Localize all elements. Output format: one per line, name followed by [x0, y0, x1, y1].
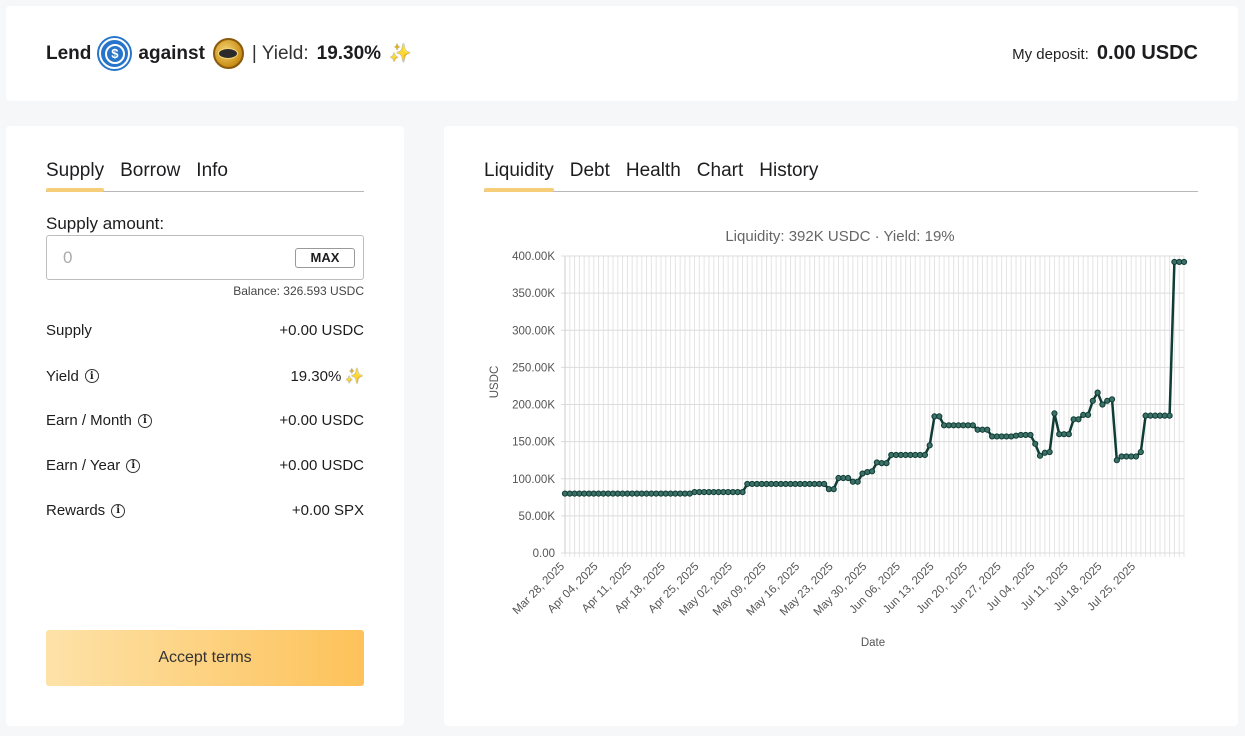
- data-point: [1132, 453, 1140, 460]
- chart-title: Liquidity: 392K USDC · Yield: 19%: [725, 228, 954, 245]
- supply-amount-label: Supply amount:: [46, 214, 165, 233]
- data-point: [1027, 431, 1034, 439]
- supply-row-label: Supply: [46, 322, 92, 339]
- tab-debt[interactable]: Debt: [569, 160, 610, 181]
- data-point: [821, 480, 828, 488]
- max-button[interactable]: MAX: [295, 248, 355, 268]
- rewards-label: Rewards: [46, 502, 106, 519]
- y-tick-label: 200.00K: [512, 400, 555, 412]
- y-axis: 0.00 50.00K 100.00K 150.00K 200.00K 250.00K 30…: [512, 251, 555, 560]
- y-tick-label: 150.00K: [512, 437, 555, 449]
- data-point: [1180, 258, 1188, 266]
- data-point: [1084, 411, 1092, 418]
- data-point: [854, 478, 861, 485]
- rewards-row: Rewards i +0.00 SPX: [46, 502, 364, 519]
- chart-series: [561, 258, 1188, 497]
- yield-row-value: 19.30%: [290, 367, 342, 385]
- info-icon[interactable]: i: [111, 503, 126, 518]
- data-point: [1089, 397, 1096, 404]
- series-line: [565, 260, 1184, 495]
- tab-liquidity[interactable]: Liquidity: [484, 160, 554, 192]
- y-tick-label: 0.00: [533, 548, 555, 560]
- y-tick-label: 250.00K: [512, 362, 555, 374]
- earn-month-value: +0.00 USDC: [279, 412, 364, 429]
- data-point: [969, 422, 976, 429]
- header-bar: Lend $ against | Yield: 19.30% ✨ My depo…: [6, 6, 1238, 101]
- data-point: [1065, 431, 1072, 438]
- data-point: [1113, 457, 1120, 464]
- tab-health[interactable]: Health: [625, 160, 681, 181]
- supply-row-value: +0.00 USDC: [279, 322, 364, 339]
- data-point: [984, 426, 991, 433]
- lend-label: Lend: [46, 42, 92, 64]
- earn-year-row: Earn / Year i +0.00 USDC: [46, 457, 364, 474]
- data-point: [830, 486, 837, 493]
- tab-supply[interactable]: Supply: [46, 160, 105, 192]
- tab-info[interactable]: Info: [196, 160, 228, 181]
- data-point: [926, 442, 933, 449]
- data-point: [921, 451, 928, 459]
- rewards-value: +0.00 SPX: [291, 502, 364, 519]
- y-tick-label: 350.00K: [512, 288, 555, 300]
- data-point: [739, 489, 746, 496]
- spx-coin-icon: [212, 38, 244, 69]
- earn-month-label: Earn / Month: [46, 412, 132, 429]
- supply-row: Supply +0.00 USDC: [46, 322, 364, 339]
- data-point: [1075, 416, 1082, 423]
- balance-text: Balance: 326.593 USDC: [233, 284, 364, 298]
- liquidity-chart: Liquidity: 392K USDC · Yield: 19% 0.00 50…: [489, 228, 1188, 649]
- market-title: Lend $ against | Yield: 19.30% ✨: [46, 38, 412, 69]
- sparkle-icon: ✨: [389, 43, 412, 63]
- my-deposit: My deposit: 0.00 USDC: [1012, 42, 1198, 65]
- y-tick-label: 300.00K: [512, 325, 555, 337]
- data-point: [845, 474, 852, 482]
- info-icon[interactable]: i: [137, 413, 152, 428]
- y-tick-label: 50.00K: [519, 511, 556, 523]
- chart-grid: [561, 255, 1185, 557]
- data-point: [1032, 440, 1039, 447]
- data-point: [1099, 401, 1106, 408]
- data-point: [1108, 396, 1116, 403]
- data-point: [1036, 452, 1044, 459]
- earn-month-row: Earn / Month i +0.00 USDC: [46, 412, 364, 429]
- data-point: [1137, 448, 1144, 456]
- yield-row: Yield i 19.30% ✨: [46, 367, 364, 386]
- yield-row-label: Yield: [46, 367, 79, 385]
- supply-amount-field: MAX: [46, 235, 364, 280]
- earn-year-value: +0.00 USDC: [279, 457, 364, 474]
- data-point: [1094, 389, 1101, 396]
- supply-amount-input[interactable]: [63, 248, 263, 268]
- y-axis-label: USDC: [489, 366, 501, 399]
- x-axis-label: Date: [861, 637, 885, 649]
- data-point: [883, 460, 890, 467]
- info-icon[interactable]: i: [84, 369, 99, 383]
- yield-label: | Yield:: [251, 42, 309, 64]
- earn-year-label: Earn / Year: [46, 457, 121, 474]
- stats-panel: Liquidity Debt Health Chart History Liqu…: [444, 126, 1238, 726]
- info-icon[interactable]: i: [126, 458, 141, 473]
- accept-terms-button[interactable]: Accept terms: [46, 630, 364, 686]
- deposit-value: 0.00 USDC: [1096, 42, 1198, 64]
- y-tick-label: 400.00K: [512, 251, 555, 263]
- stats-tabs: Liquidity Debt Health Chart History: [484, 160, 1198, 192]
- yield-value: 19.30%: [316, 42, 382, 64]
- supply-panel: Supply Borrow Info Supply amount: MAX Ba…: [6, 126, 404, 726]
- y-tick-label: 100.00K: [512, 474, 555, 486]
- against-label: against: [138, 42, 205, 64]
- data-point: [1166, 412, 1173, 419]
- data-point: [869, 468, 876, 475]
- deposit-label: My deposit:: [1012, 46, 1089, 63]
- usdc-coin-icon: $: [99, 38, 131, 69]
- data-point: [1051, 410, 1058, 417]
- tab-history[interactable]: History: [759, 160, 819, 181]
- data-point: [936, 413, 943, 420]
- tab-borrow[interactable]: Borrow: [120, 160, 181, 181]
- tab-chart[interactable]: Chart: [696, 160, 744, 181]
- sparkle-icon: ✨: [345, 368, 364, 385]
- data-point: [1046, 448, 1053, 456]
- supply-tabs: Supply Borrow Info: [46, 160, 364, 192]
